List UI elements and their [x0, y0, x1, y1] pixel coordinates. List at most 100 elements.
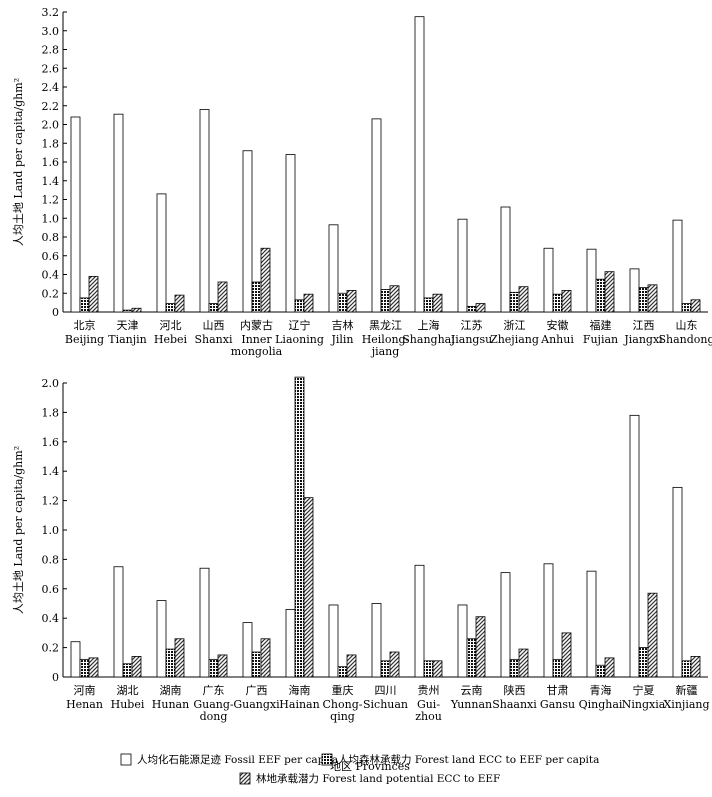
y-tick-label: 0.2 — [42, 287, 60, 300]
category-label-cn: 吉林 — [332, 318, 354, 332]
forest-potential-bar — [260, 247, 271, 313]
category-label-en: Shanxi — [195, 333, 233, 346]
forest-potential-bar — [561, 632, 572, 678]
category-label-cn: 海南 — [289, 683, 311, 697]
category-label-cn: 陕西 — [504, 683, 526, 697]
forest-potential-bar — [475, 303, 486, 313]
category-label-cn: 河南 — [74, 684, 96, 697]
category-label-cn: 江西 — [633, 319, 655, 332]
category-label-cn: 福建 — [590, 318, 612, 332]
fossil-eef-bar — [586, 570, 597, 678]
category-label-en: Liaoning — [275, 333, 324, 346]
y-axis-title: 人均土地 Land per capita/ghm² — [12, 78, 25, 246]
fossil-eef-bar — [156, 600, 167, 678]
forest-ecc-bar — [79, 297, 90, 313]
category-label-en: Chong- — [323, 698, 363, 711]
forest-potential-bar — [604, 657, 615, 678]
fossil-eef-bar — [586, 248, 597, 313]
forest-potential-bar — [174, 294, 185, 313]
top-chart-panel: 0 0.2 0.4 0.6 0.8 1.0 1.2 1.4 1.6 1.8 2.0 2.2 2.4 2.6… — [12, 6, 712, 358]
x-axis-title: 地区 Provinces — [330, 760, 410, 773]
category-label-en: Hunan — [152, 698, 189, 711]
y-tick-label: 0 — [52, 671, 59, 684]
legend-swatch — [321, 753, 333, 766]
category-label-en: Guangxi — [233, 698, 280, 711]
forest-potential-bar — [260, 638, 271, 678]
category-label-en: Hebei — [154, 333, 188, 346]
y-tick-label: 0.8 — [42, 231, 60, 244]
category-label-cn: 新疆 — [676, 683, 698, 697]
legend-swatch — [120, 753, 132, 766]
y-tick-label: 2.8 — [42, 44, 60, 57]
category-label-en: Shaanxi — [492, 698, 537, 711]
legend: 人均化石能源足迹 Fossil EEF per capita 人均森林承载力 Fo… — [120, 753, 599, 785]
legend-label: 林地承载潜力 Forest land potential ECC to EEF — [256, 772, 500, 785]
fossil-eef-bar — [414, 564, 425, 678]
forest-potential-bar — [88, 275, 99, 313]
category-label-en: Anhui — [540, 333, 574, 346]
category-label-en: qing — [330, 710, 355, 723]
category-label-cn: 重庆 — [332, 683, 354, 697]
category-label-cn: 甘肃 — [547, 684, 569, 697]
forest-potential-bar — [647, 284, 658, 313]
y-tick-label: 1.6 — [42, 156, 60, 169]
category-label-cn: 山东 — [676, 319, 698, 332]
forest-ecc-bar — [466, 638, 477, 678]
fossil-eef-bar — [242, 150, 253, 313]
category-label-en: Hainan — [279, 698, 319, 711]
fossil-eef-bar — [500, 206, 511, 313]
forest-ecc-bar — [466, 305, 477, 313]
category-label-en: Zhejiang — [490, 333, 539, 346]
y-tick-label: 0.4 — [42, 269, 60, 282]
y-tick-label: 1.2 — [42, 495, 60, 508]
category-label-en: Heilong- — [362, 333, 410, 346]
y-tick-label: 2.2 — [42, 100, 60, 113]
y-tick-label: 0.8 — [42, 553, 60, 566]
category-label-en: dong — [200, 710, 228, 723]
forest-ecc-bar — [208, 658, 219, 678]
category-label-en: Xinjiang — [663, 698, 709, 711]
forest-ecc-bar — [337, 666, 348, 678]
forest-potential-bar — [131, 307, 142, 313]
forest-potential-bar — [217, 281, 228, 313]
forest-potential-bar — [131, 656, 142, 678]
category-label-cn: 辽宁 — [289, 318, 311, 332]
forest-potential-bar — [303, 293, 314, 313]
forest-ecc-bar — [380, 660, 391, 678]
y-tick-label: 1.8 — [42, 137, 60, 150]
forest-potential-bar — [432, 660, 443, 678]
forest-ecc-bar — [595, 278, 606, 313]
category-label-cn: 天津 — [117, 319, 139, 332]
forest-potential-bar — [561, 290, 572, 313]
category-label-en: Guang- — [193, 698, 234, 711]
category-label-en: Sichuan — [363, 698, 408, 711]
forest-potential-bar — [346, 290, 357, 313]
y-axis-title: 人均土地 Land per capita/ghm² — [12, 446, 25, 614]
category-label-cn: 黑龙江 — [369, 319, 402, 332]
fossil-eef-bar — [242, 622, 253, 678]
category-label-en: mongolia — [231, 345, 283, 358]
category-label-en: Shandong — [658, 333, 712, 346]
fossil-eef-bar — [371, 603, 382, 678]
category-label-en: Inner — [241, 333, 272, 346]
category-label-cn: 湖南 — [160, 684, 182, 697]
category-label-cn: 广西 — [246, 684, 268, 697]
fossil-eef-bar — [629, 268, 640, 313]
forest-potential-bar — [432, 293, 443, 313]
forest-ecc-bar — [509, 658, 520, 678]
forest-ecc-bar — [423, 660, 434, 678]
y-tick-label: 1.4 — [42, 175, 60, 188]
fossil-eef-bar — [70, 641, 81, 678]
legend-label: 人均化石能源足迹 Fossil EEF per capita — [137, 753, 338, 766]
category-label-cn: 江苏 — [461, 319, 483, 332]
y-tick-label: 3.2 — [42, 6, 60, 19]
fossil-eef-bar — [199, 567, 210, 678]
category-label-en: Qinghai — [579, 698, 623, 711]
fossil-eef-bar — [371, 118, 382, 313]
forest-potential-bar — [518, 286, 529, 313]
forest-ecc-bar — [380, 289, 391, 313]
category-label-cn: 湖北 — [117, 684, 139, 697]
category-label-en: Jilin — [330, 333, 353, 346]
forest-ecc-bar — [251, 281, 262, 313]
